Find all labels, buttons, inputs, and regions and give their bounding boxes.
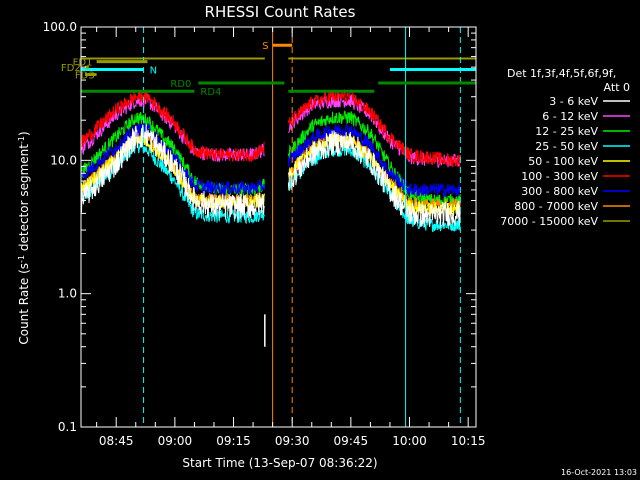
x-axis-label: Start Time (13-Sep-07 08:36:22) bbox=[182, 456, 377, 470]
annotation-label-fd2: FD2 bbox=[61, 63, 81, 74]
y-tick-label: 0.1 bbox=[58, 420, 77, 434]
legend-label-300-800-kev: 300 - 800 keV bbox=[521, 185, 598, 198]
annotation-label-fd1: FD1 bbox=[73, 58, 93, 69]
legend-label-12-25-kev: 12 - 25 keV bbox=[535, 125, 598, 138]
legend-label-3-6-kev: 3 - 6 keV bbox=[549, 95, 598, 108]
plot-frame bbox=[80, 26, 477, 428]
y-axis-label: Count Rate (s-1 detector segment-1) bbox=[17, 131, 32, 344]
legend-label-800-7000-kev: 800 - 7000 keV bbox=[514, 200, 598, 213]
legend-header: Att 0 bbox=[604, 81, 630, 94]
footer-date: 16-Oct-2021 13:03 bbox=[561, 468, 637, 477]
y-tick-label: 10.0 bbox=[50, 153, 77, 167]
legend-header: Det 1f,3f,4f,5f,6f,9f, bbox=[507, 67, 616, 80]
x-tick-label: 10:15 bbox=[451, 434, 486, 448]
annotation-label-s: S bbox=[262, 41, 268, 52]
y-tick-label: 1.0 bbox=[58, 287, 77, 301]
annotation-label-fd3: FD3 bbox=[75, 71, 95, 82]
legend: Det 1f,3f,4f,5f,6f,9f,Att 0 3 - 6 keV 6 - … bbox=[500, 67, 630, 228]
series-300-800-kev bbox=[80, 123, 461, 199]
series-3-6-kev bbox=[80, 124, 461, 228]
x-tick-label: 09:00 bbox=[158, 434, 193, 448]
legend-label-100-300-kev: 100 - 300 keV bbox=[521, 170, 598, 183]
series-100-300-kev bbox=[81, 88, 461, 168]
x-tick-label: 09:30 bbox=[275, 434, 310, 448]
legend-label-7000-15000-kev: 7000 - 15000 keV bbox=[500, 215, 598, 228]
legend-label-25-50-kev: 25 - 50 keV bbox=[535, 140, 598, 153]
legend-label-6-12-kev: 6 - 12 keV bbox=[542, 110, 598, 123]
x-tick-label: 09:45 bbox=[334, 434, 369, 448]
legend-label-50-100-kev: 50 - 100 keV bbox=[528, 155, 598, 168]
y-tick-label: 100.0 bbox=[43, 20, 77, 34]
annotation-label-n: N bbox=[150, 66, 157, 77]
chart-title: RHESSI Count Rates bbox=[205, 3, 356, 21]
annotation-label-rd0: RD0 bbox=[170, 79, 191, 90]
annotation-label-rd4: RD4 bbox=[200, 87, 221, 98]
x-tick-label: 08:45 bbox=[99, 434, 134, 448]
x-tick-label: 09:15 bbox=[216, 434, 251, 448]
x-tick-label: 10:00 bbox=[392, 434, 427, 448]
